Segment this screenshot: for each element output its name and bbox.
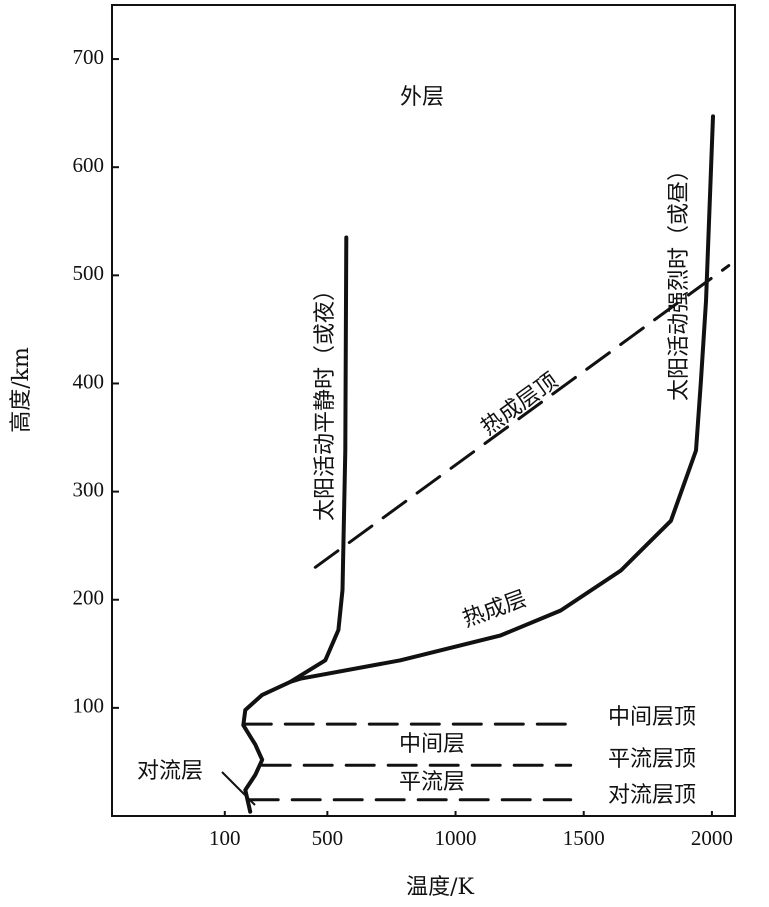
y-tick-label: 700 bbox=[73, 45, 105, 69]
series-label: 太阳活动平静时（或夜） bbox=[313, 279, 338, 521]
y-tick-label: 500 bbox=[73, 261, 105, 285]
y-tick-label: 400 bbox=[73, 369, 105, 393]
annotation: 对流层 bbox=[137, 759, 203, 784]
x-tick-label: 1000 bbox=[435, 826, 477, 850]
series-label: 对流层顶 bbox=[608, 783, 696, 808]
plot-frame bbox=[111, 4, 736, 817]
series-label: 太阳活动强烈时（或昼） bbox=[667, 159, 692, 401]
annotation: 中间层 bbox=[399, 732, 465, 757]
x-tick-label: 1500 bbox=[563, 826, 605, 850]
annotation: 外层 bbox=[400, 85, 444, 110]
dashed-line bbox=[313, 264, 731, 569]
y-tick-label: 100 bbox=[73, 694, 105, 718]
y-tick-label: 600 bbox=[73, 153, 105, 177]
x-tick-label: 500 bbox=[312, 826, 344, 850]
x-tick-label: 100 bbox=[209, 826, 241, 850]
series-label: 平流层顶 bbox=[608, 747, 696, 772]
series-label: 中间层顶 bbox=[608, 705, 696, 730]
y-axis-label: 高度/km bbox=[9, 347, 34, 433]
y-tick-label: 200 bbox=[73, 586, 105, 610]
curve bbox=[241, 235, 349, 814]
annotation: 平流层 bbox=[399, 770, 465, 795]
x-axis-label: 温度/K bbox=[406, 875, 474, 900]
curve bbox=[288, 114, 715, 684]
series-label: 热成层顶 bbox=[477, 369, 563, 441]
y-tick-label: 300 bbox=[73, 477, 105, 501]
x-tick-label: 2000 bbox=[691, 826, 733, 850]
